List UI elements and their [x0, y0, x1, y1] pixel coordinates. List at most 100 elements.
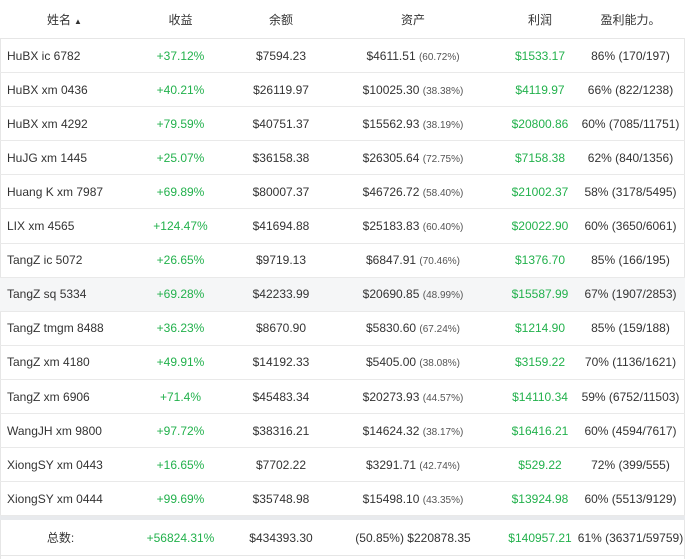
header-assets[interactable]: 资产	[400, 12, 425, 27]
asset-amount: $25183.83	[362, 219, 420, 233]
header-profit[interactable]: 利润	[527, 12, 552, 27]
total-assets: (50.85%) $220878.35	[355, 530, 471, 545]
win-rate-value: 62% (840/1356)	[587, 150, 674, 165]
win-rate-value: 86% (170/197)	[591, 48, 670, 63]
asset-value: $15562.93 (38.19%)	[322, 117, 504, 131]
gain-value: +16.65%	[156, 457, 205, 472]
win-rate-value: 66% (822/1238)	[587, 82, 674, 97]
table-row[interactable]: HuJG xm 1445 +25.07% $36158.38 $26305.64 (7…	[0, 141, 685, 176]
asset-value: $25183.83 (60.40%)	[322, 219, 504, 233]
table-row[interactable]: TangZ tmgm 8488 +36.23% $8670.90 $5830.60 (…	[0, 312, 685, 346]
asset-value: $6847.91 (70.46%)	[322, 253, 504, 267]
gain-value: +69.89%	[156, 184, 205, 199]
asset-percent: (42.74%)	[419, 460, 460, 472]
asset-percent: (43.35%)	[422, 494, 464, 506]
profit-value: $21002.37	[511, 184, 569, 199]
gain-value: +97.72%	[156, 423, 205, 438]
gain-value: +26.65%	[156, 253, 205, 268]
table-row[interactable]: HuBX ic 6782 +37.12% $7594.23 $4611.51 (60.…	[0, 39, 685, 73]
win-rate-value: 85% (159/188)	[591, 321, 670, 336]
asset-amount: $5830.60	[366, 321, 417, 336]
asset-amount: $20690.85	[362, 287, 420, 302]
asset-value: $46726.72 (58.40%)	[322, 185, 504, 199]
balance-value: $8670.90	[255, 321, 307, 336]
gain-value: +36.23%	[156, 321, 205, 336]
asset-value: $5830.60 (67.24%)	[322, 321, 504, 335]
win-rate-value: 85% (166/195)	[591, 253, 670, 268]
header-balance[interactable]: 余额	[268, 12, 293, 27]
asset-value: $20273.93 (44.57%)	[322, 390, 504, 404]
gain-value: +79.59%	[156, 116, 205, 131]
profit-value: $15587.99	[511, 287, 569, 302]
profit-value: $3159.22	[514, 355, 566, 370]
total-label: 总数:	[46, 531, 75, 545]
header-name[interactable]: 姓名 ▲	[0, 11, 121, 28]
table-row[interactable]: HuBX xm 0436 +40.21% $26119.97 $10025.30 (3…	[0, 73, 685, 108]
balance-value: $40751.37	[252, 116, 310, 131]
balance-value: $9719.13	[255, 253, 307, 268]
asset-percent: (72.75%)	[422, 153, 464, 165]
win-rate-value: 59% (6752/11503)	[581, 389, 680, 404]
balance-value: $36158.38	[252, 150, 310, 165]
profit-value: $20800.86	[511, 116, 569, 131]
asset-amount: $46726.72	[362, 184, 420, 199]
win-rate-value: 60% (5513/9129)	[584, 491, 677, 506]
account-name: WangJH xm 9800	[7, 423, 102, 438]
asset-percent: (67.24%)	[419, 324, 460, 336]
asset-amount: $3291.71	[366, 457, 417, 472]
profit-value: $1376.70	[514, 253, 566, 268]
header-gain[interactable]: 收益	[168, 12, 193, 27]
balance-value: $45483.34	[252, 389, 310, 404]
asset-value: $3291.71 (42.74%)	[322, 458, 504, 472]
asset-amount: $10025.30	[362, 82, 420, 97]
asset-percent: (38.08%)	[419, 358, 460, 370]
gain-value: +40.21%	[156, 82, 205, 97]
asset-amount: $15498.10	[362, 491, 420, 506]
asset-percent: (44.57%)	[422, 392, 464, 404]
asset-value: $10025.30 (38.38%)	[322, 83, 504, 97]
gain-value: +37.12%	[156, 48, 205, 63]
asset-percent: (58.40%)	[422, 187, 464, 199]
asset-amount: $6847.91	[366, 253, 417, 268]
header-name-label: 姓名	[47, 12, 72, 27]
balance-value: $7702.22	[255, 457, 307, 472]
table-row[interactable]: LIX xm 4565 +124.47% $41694.88 $25183.83 (6…	[0, 210, 685, 244]
win-rate-value: 60% (3650/6061)	[584, 219, 677, 233]
account-name: Huang K xm 7987	[7, 184, 104, 199]
profit-value: $1533.17	[514, 48, 566, 63]
balance-value: $35748.98	[252, 491, 310, 506]
gain-value: +99.69%	[156, 491, 205, 506]
account-name: HuJG xm 1445	[7, 150, 88, 165]
account-name: TangZ sq 5334	[7, 287, 87, 302]
table-row[interactable]: TangZ sq 5334 +69.28% $42233.99 $20690.85 (…	[0, 277, 685, 312]
account-name: HuBX ic 6782	[7, 48, 81, 63]
balance-value: $14192.33	[252, 355, 310, 370]
table-row[interactable]: WangJH xm 9800 +97.72% $38316.21 $14624.32 …	[0, 414, 685, 449]
table-row[interactable]: TangZ xm 4180 +49.91% $14192.33 $5405.00 (3…	[0, 346, 685, 380]
table-row[interactable]: XiongSY xm 0444 +99.69% $35748.98 $15498.10…	[0, 482, 685, 517]
table-row[interactable]: Huang K xm 7987 +69.89% $80007.37 $46726.72…	[0, 175, 685, 210]
balance-value: $42233.99	[252, 287, 310, 302]
asset-value: $5405.00 (38.08%)	[322, 355, 504, 369]
account-name: TangZ xm 4180	[7, 355, 90, 370]
table-row[interactable]: TangZ ic 5072 +26.65% $9719.13 $6847.91 (70…	[0, 244, 685, 278]
win-rate-value: 70% (1136/1621)	[584, 355, 677, 370]
balance-value: $41694.88	[252, 219, 310, 233]
gain-value: +69.28%	[156, 287, 205, 302]
table-row[interactable]: XiongSY xm 0443 +16.65% $7702.22 $3291.71 (…	[0, 448, 685, 483]
account-name: TangZ xm 6906	[7, 389, 90, 404]
table-row[interactable]: HuBX xm 4292 +79.59% $40751.37 $15562.93 (3…	[0, 107, 685, 142]
profit-value: $16416.21	[511, 423, 569, 438]
gain-value: +124.47%	[153, 219, 208, 233]
profit-value: $7158.38	[514, 150, 566, 165]
header-rate[interactable]: 盈利能力。	[600, 12, 661, 27]
win-rate-value: 67% (1907/2853)	[584, 287, 677, 302]
asset-percent: (38.19%)	[422, 119, 464, 131]
account-name: TangZ tmgm 8488	[7, 321, 104, 336]
sort-asc-icon[interactable]: ▲	[74, 16, 82, 26]
asset-value: $26305.64 (72.75%)	[322, 151, 504, 165]
asset-percent: (38.17%)	[422, 426, 464, 438]
balance-value: $26119.97	[253, 82, 309, 97]
table-row[interactable]: TangZ xm 6906 +71.4% $45483.34 $20273.93 (4…	[0, 380, 685, 414]
